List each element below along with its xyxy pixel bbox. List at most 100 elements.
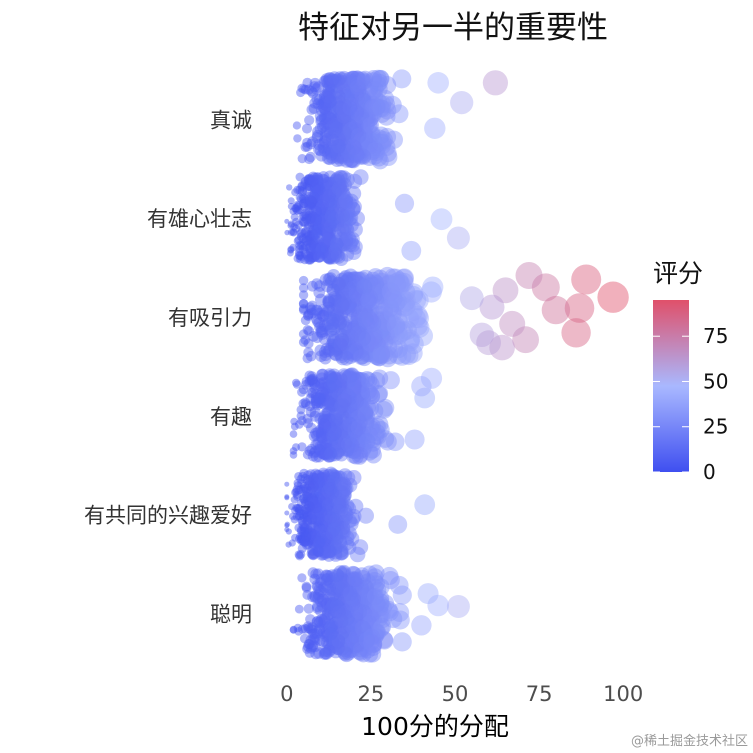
scatter-point bbox=[355, 92, 372, 109]
scatter-point bbox=[298, 304, 309, 314]
scatter-point bbox=[328, 432, 343, 447]
scatter-point bbox=[289, 207, 297, 215]
scatter-point bbox=[390, 275, 410, 295]
scatter-point bbox=[325, 191, 339, 205]
scatter-point bbox=[350, 274, 366, 291]
scatter-point bbox=[302, 475, 314, 486]
scatter-point bbox=[324, 319, 338, 333]
scatter-point bbox=[372, 99, 390, 117]
scatter-point bbox=[330, 86, 344, 100]
scatter-point bbox=[396, 296, 416, 317]
scatter-point bbox=[365, 286, 383, 303]
scatter-point bbox=[294, 604, 304, 614]
scatter-point bbox=[348, 342, 364, 359]
scatter-point bbox=[348, 117, 364, 133]
scatter-point bbox=[346, 372, 362, 388]
scatter-point bbox=[343, 193, 359, 209]
scatter-point bbox=[291, 188, 300, 197]
scatter-point bbox=[304, 370, 315, 381]
scatter-point bbox=[324, 145, 338, 158]
scatter-point bbox=[285, 541, 292, 548]
scatter-point bbox=[339, 221, 354, 236]
scatter-point bbox=[319, 447, 332, 461]
scatter-point bbox=[333, 346, 348, 361]
scatter-point bbox=[302, 141, 313, 152]
scatter-point bbox=[329, 125, 343, 139]
scatter-point bbox=[310, 83, 322, 95]
scatter-point bbox=[337, 293, 352, 308]
scatter-point bbox=[303, 84, 314, 95]
scatter-point bbox=[349, 79, 366, 96]
scatter-point bbox=[299, 84, 309, 94]
scatter-point bbox=[310, 228, 322, 240]
scatter-point bbox=[320, 186, 334, 199]
scatter-point bbox=[328, 476, 342, 490]
scatter-point bbox=[333, 302, 347, 317]
scatter-point bbox=[318, 546, 331, 559]
scatter-point bbox=[378, 432, 397, 451]
scatter-point bbox=[354, 71, 371, 88]
scatter-point bbox=[368, 345, 386, 364]
scatter-point bbox=[312, 194, 324, 206]
scatter-point bbox=[345, 382, 362, 398]
scatter-point bbox=[309, 382, 321, 394]
scatter-point bbox=[359, 398, 376, 416]
scatter-point bbox=[335, 323, 350, 338]
scatter-point bbox=[316, 432, 329, 445]
scatter-point bbox=[316, 327, 329, 340]
scatter-point bbox=[346, 323, 362, 339]
scatter-point bbox=[339, 223, 355, 238]
scatter-point bbox=[343, 416, 358, 432]
scatter-point bbox=[334, 487, 349, 502]
scatter-point bbox=[320, 428, 333, 441]
scatter-point bbox=[356, 438, 373, 455]
scatter-point bbox=[319, 245, 332, 259]
scatter-point bbox=[303, 338, 314, 349]
scatter-point bbox=[353, 398, 369, 415]
scatter-point bbox=[334, 438, 349, 453]
scatter-point bbox=[322, 406, 336, 420]
scatter-point bbox=[298, 185, 308, 195]
scatter-point bbox=[363, 376, 380, 393]
scatter-point bbox=[329, 114, 344, 129]
scatter-point bbox=[339, 105, 355, 120]
scatter-point bbox=[315, 535, 327, 547]
scatter-point bbox=[323, 379, 337, 393]
scatter-point bbox=[386, 318, 406, 337]
scatter-point bbox=[370, 369, 389, 387]
scatter-point bbox=[348, 105, 365, 121]
scatter-point bbox=[300, 254, 310, 265]
scatter-point bbox=[340, 200, 356, 215]
scatter-point bbox=[301, 504, 311, 515]
scatter-point bbox=[319, 348, 332, 362]
scatter-point bbox=[345, 302, 361, 318]
scatter-point bbox=[340, 148, 355, 163]
category-label: 真诚 bbox=[210, 108, 252, 132]
scatter-point bbox=[427, 72, 450, 94]
scatter-point bbox=[328, 379, 342, 393]
scatter-point bbox=[324, 199, 337, 213]
scatter-point bbox=[358, 335, 375, 352]
scatter-point bbox=[320, 99, 333, 112]
scatter-point bbox=[322, 443, 335, 456]
scatter-point bbox=[323, 184, 337, 198]
scatter-point bbox=[325, 338, 339, 352]
scatter-point bbox=[479, 294, 505, 320]
scatter-point bbox=[328, 438, 342, 453]
scatter-point bbox=[312, 221, 325, 234]
scatter-point bbox=[317, 413, 331, 426]
scatter-point bbox=[446, 226, 470, 250]
scatter-point bbox=[330, 303, 345, 317]
scatter-point bbox=[356, 349, 373, 367]
scatter-point bbox=[317, 383, 330, 396]
scatter-point bbox=[310, 392, 322, 404]
scatter-point bbox=[343, 234, 359, 250]
scatter-point bbox=[372, 344, 391, 363]
scatter-point bbox=[298, 305, 309, 315]
scatter-point bbox=[337, 111, 353, 126]
scatter-point bbox=[338, 104, 353, 120]
scatter-point bbox=[354, 384, 371, 401]
scatter-point bbox=[321, 230, 335, 243]
scatter-point bbox=[338, 432, 353, 447]
scatter-point bbox=[373, 282, 392, 301]
